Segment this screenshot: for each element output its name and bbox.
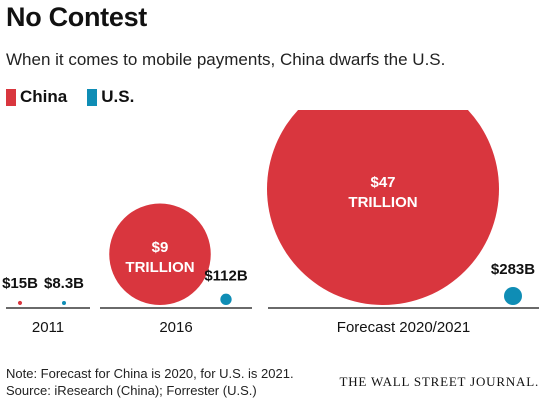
legend-swatch-us [87, 88, 98, 106]
bubble-china-2016 [109, 203, 211, 305]
publisher-masthead: THE WALL STREET JOURNAL. [339, 374, 539, 389]
bubble-china-2011 [17, 300, 23, 305]
bubble-us-2011 [62, 301, 66, 305]
data-label-us-forecast: $283B [491, 261, 535, 278]
data-label-us-2016: $112B [204, 268, 248, 285]
category-label-2011: 2011 [32, 319, 64, 336]
legend-label-us: U.S. [101, 87, 135, 106]
chart-subtitle: When it comes to mobile payments, China … [6, 50, 446, 69]
data-label-china-forecast-value: $47 [370, 174, 395, 191]
legend-item-china: China [6, 87, 67, 107]
data-label-china-2011: $15B [2, 275, 38, 292]
legend-swatch-china [6, 88, 16, 106]
chart-source: Source: iResearch (China); Forrester (U.… [6, 383, 257, 398]
data-label-china-2016-value: $9 [152, 239, 169, 256]
bubble-us-forecast [503, 286, 523, 305]
bubble-china-forecast [267, 110, 499, 305]
legend: China U.S. [6, 86, 154, 108]
legend-item-us: U.S. [87, 87, 134, 107]
category-label-forecast: Forecast 2020/2021 [337, 319, 470, 336]
data-label-us-2011: $8.3B [44, 275, 84, 292]
bubble-chart: 2011 $15B $8.3B 2016 $9 TRILLION $112B Forecast… [2, 110, 539, 336]
bubble-us-2016 [220, 293, 232, 305]
chart-note: Note: Forecast for China is 2020, for U.… [6, 366, 294, 381]
data-label-china-2016-unit: TRILLION [125, 259, 194, 276]
category-label-2016: 2016 [159, 319, 192, 336]
chart-title: No Contest [6, 2, 147, 32]
data-label-china-forecast-unit: TRILLION [348, 194, 417, 211]
legend-label-china: China [20, 87, 68, 106]
